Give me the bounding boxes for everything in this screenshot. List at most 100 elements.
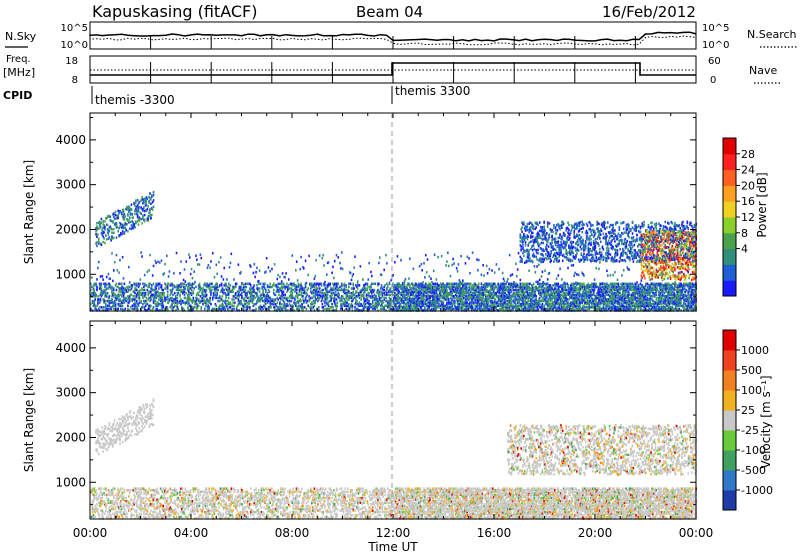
data-pixel xyxy=(484,290,486,293)
data-pixel xyxy=(515,288,517,292)
data-pixel xyxy=(167,298,170,301)
data-pixel xyxy=(409,309,411,312)
data-pixel xyxy=(430,309,432,312)
data-pixel xyxy=(443,291,446,295)
data-pixel xyxy=(540,259,543,262)
data-pixel xyxy=(454,296,456,300)
data-pixel xyxy=(124,287,127,290)
data-pixel xyxy=(495,263,498,266)
data-pixel xyxy=(523,302,525,306)
data-pixel xyxy=(509,309,512,312)
data-pixel xyxy=(309,298,311,301)
data-pixel xyxy=(195,301,197,304)
data-pixel xyxy=(140,309,142,312)
data-pixel xyxy=(509,295,512,298)
data-pixel xyxy=(493,293,496,297)
data-pixel xyxy=(437,295,439,298)
data-pixel xyxy=(546,231,548,235)
data-pixel xyxy=(301,306,303,309)
data-pixel xyxy=(143,201,145,204)
data-pixel xyxy=(196,304,199,308)
data-pixel xyxy=(396,285,399,289)
data-pixel xyxy=(191,285,194,289)
data-pixel xyxy=(459,293,462,297)
data-pixel xyxy=(416,291,419,295)
data-pixel xyxy=(485,301,488,304)
data-pixel xyxy=(151,288,154,292)
data-pixel xyxy=(321,291,324,295)
data-pixel xyxy=(265,293,268,297)
data-pixel xyxy=(508,291,511,295)
data-pixel xyxy=(199,288,202,292)
data-pixel xyxy=(414,307,416,311)
data-pixel xyxy=(98,282,101,286)
data-pixel xyxy=(513,284,515,287)
data-pixel xyxy=(476,301,478,304)
data-pixel xyxy=(533,304,536,308)
data-pixel xyxy=(385,253,387,257)
data-pixel xyxy=(427,287,430,290)
data-pixel xyxy=(135,307,137,311)
data-pixel xyxy=(348,307,351,311)
data-pixel xyxy=(287,285,289,289)
data-pixel xyxy=(101,293,104,297)
data-pixel xyxy=(561,278,563,281)
data-pixel xyxy=(373,282,376,286)
data-pixel xyxy=(93,282,96,286)
data-pixel xyxy=(130,224,133,227)
data-pixel xyxy=(107,304,110,308)
data-pixel xyxy=(286,290,288,293)
data-pixel xyxy=(382,307,385,311)
data-pixel xyxy=(342,290,345,293)
data-pixel xyxy=(441,282,444,286)
data-pixel xyxy=(519,240,522,243)
data-pixel xyxy=(522,298,524,301)
data-pixel xyxy=(530,240,532,243)
data-pixel xyxy=(500,284,502,287)
data-pixel xyxy=(439,296,441,300)
data-pixel xyxy=(431,304,433,308)
data-pixel xyxy=(442,288,445,292)
data-pixel xyxy=(552,245,554,248)
data-pixel xyxy=(271,285,273,289)
data-pixel xyxy=(406,301,408,304)
data-pixel xyxy=(168,299,171,303)
data-pixel xyxy=(276,290,279,293)
data-pixel xyxy=(357,293,360,297)
data-pixel xyxy=(438,304,440,308)
data-pixel xyxy=(308,298,310,301)
data-pixel xyxy=(223,306,226,309)
data-pixel xyxy=(505,306,507,309)
data-pixel xyxy=(135,293,138,297)
data-pixel xyxy=(302,291,305,295)
data-pixel xyxy=(432,307,434,311)
data-pixel xyxy=(537,288,539,292)
data-pixel xyxy=(374,301,377,304)
data-pixel xyxy=(110,219,112,223)
data-pixel xyxy=(515,262,517,265)
data-pixel xyxy=(538,285,541,289)
data-pixel xyxy=(99,293,102,297)
data-pixel xyxy=(534,306,537,309)
data-pixel xyxy=(530,288,533,292)
data-pixel xyxy=(215,282,218,286)
data-pixel xyxy=(383,296,386,300)
data-pixel xyxy=(477,295,479,298)
data-pixel xyxy=(359,265,362,268)
data-pixel xyxy=(405,304,408,308)
data-pixel xyxy=(503,295,506,298)
data-pixel xyxy=(491,296,493,300)
data-pixel xyxy=(503,296,506,300)
data-pixel xyxy=(112,227,115,231)
data-pixel xyxy=(401,284,403,287)
data-pixel xyxy=(505,288,507,292)
data-pixel xyxy=(122,293,125,297)
data-pixel xyxy=(128,205,130,208)
data-pixel xyxy=(395,307,398,311)
data-pixel xyxy=(477,299,479,303)
data-pixel xyxy=(521,299,523,303)
data-pixel xyxy=(120,211,123,215)
data-pixel xyxy=(119,293,121,297)
data-pixel xyxy=(543,237,545,241)
data-pixel xyxy=(299,298,302,301)
